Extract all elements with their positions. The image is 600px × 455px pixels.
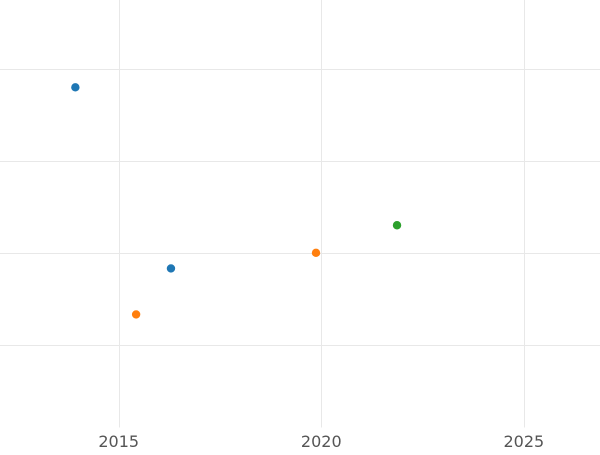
data-point-s0-1 — [166, 264, 176, 273]
data-point-s0-0 — [71, 83, 80, 92]
data-point-s1-1 — [311, 248, 321, 258]
x-tick-label-0: 2015 — [98, 432, 139, 450]
x-tick-labels: 2015 2020 2025 — [98, 432, 544, 451]
grid — [0, 0, 600, 428]
x-tick-label-1: 2020 — [301, 432, 342, 450]
data-points — [71, 83, 402, 319]
data-point-s2-0 — [392, 221, 402, 230]
x-tick-label-2: 2025 — [503, 432, 544, 450]
data-point-s1-0 — [131, 310, 141, 319]
